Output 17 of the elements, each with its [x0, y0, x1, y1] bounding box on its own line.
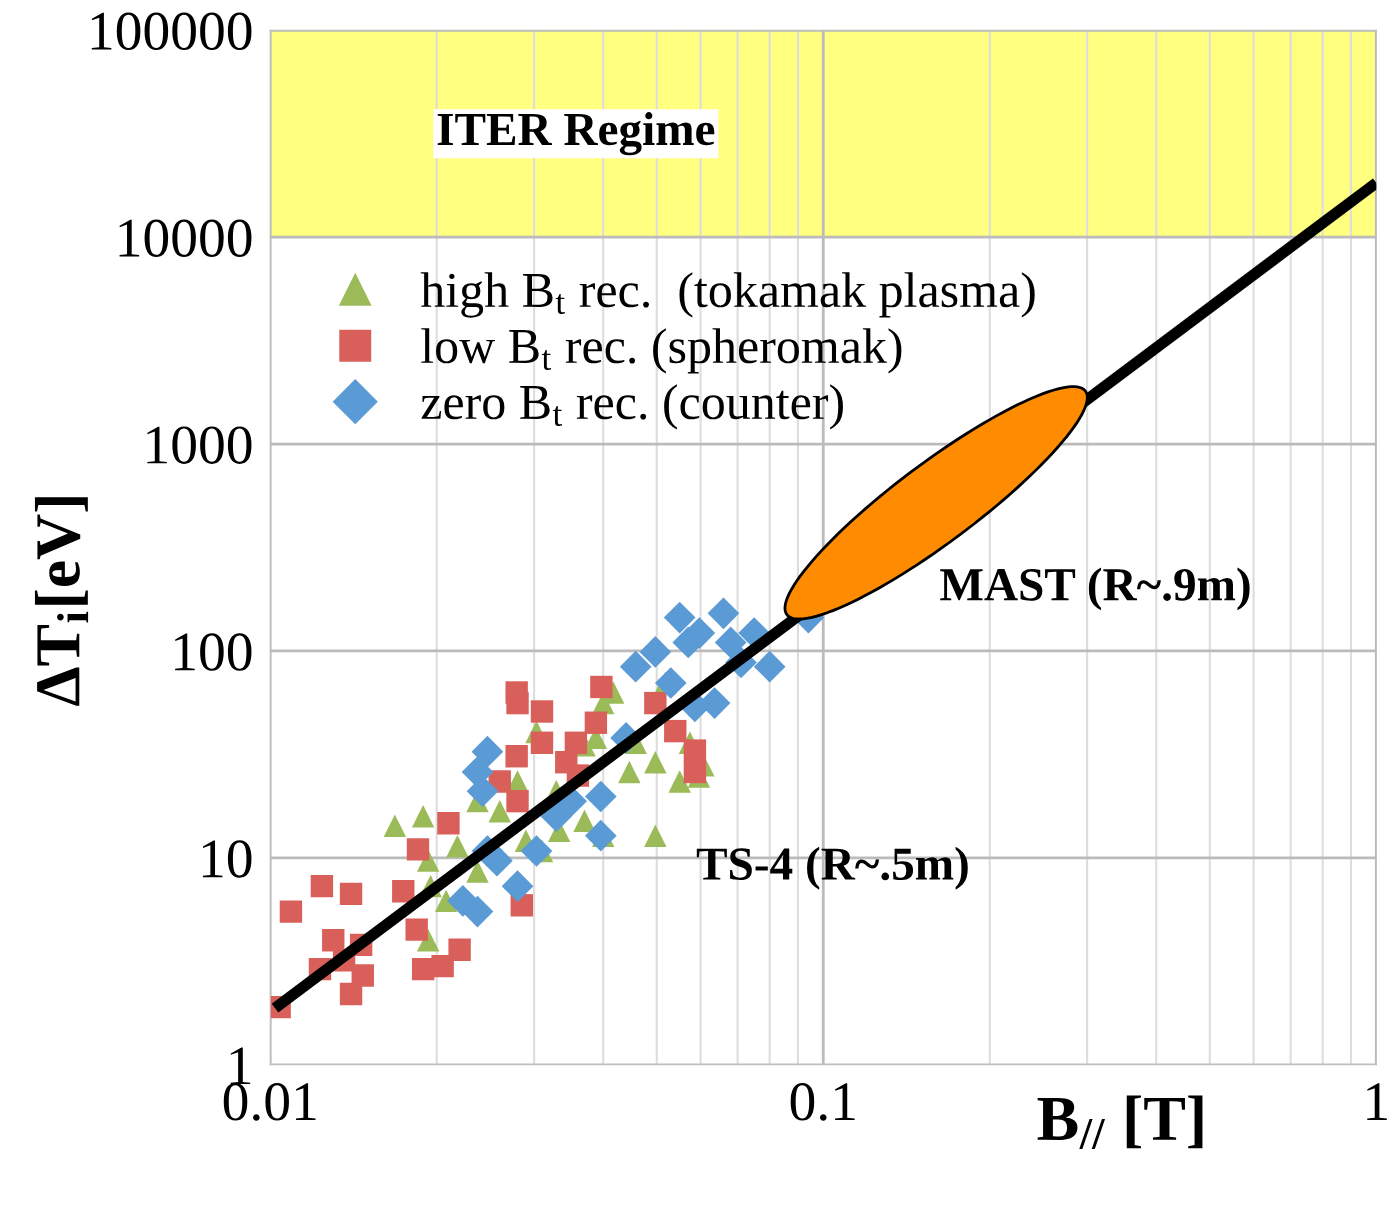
y-axis-title: ΔT$_{i}$[eV]	[34, 497, 89, 706]
y-tick-label: 100000	[91, 12, 252, 51]
band-label: ITER Regime	[437, 112, 715, 156]
y-tick-label: 10000	[119, 219, 252, 257]
legend-label: zero B$_{t}$ rec. (counter)	[421, 384, 843, 430]
x-tick-label: 0.01	[223, 1083, 316, 1121]
legend-label: high B$_{t}$ rec. (tokamak plasma)	[420, 272, 1035, 318]
y-tick-label: 100	[175, 633, 252, 671]
y-tick-label: 10	[202, 840, 252, 878]
x-axis-title: B$_{//}$ [T]	[1037, 1095, 1203, 1150]
annotation: MAST (R~.9m)	[940, 567, 1250, 611]
y-tick-label: 1000	[147, 426, 252, 464]
x-tick-label: 0.1	[790, 1083, 855, 1121]
annotation: TS-4 (R~.5m)	[696, 846, 968, 890]
y-tick-label: 1	[230, 1047, 251, 1085]
x-tick-label: 1	[1367, 1083, 1387, 1121]
legend-label: low B$_{t}$ rec. (spheromak)	[421, 328, 902, 374]
